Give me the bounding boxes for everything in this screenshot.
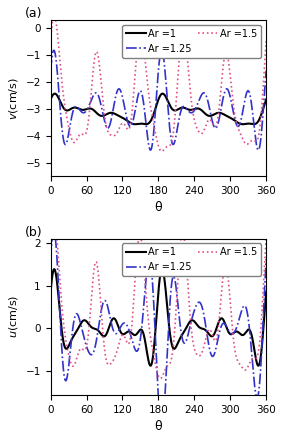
Y-axis label: $v$(cm/s): $v$(cm/s): [7, 77, 20, 120]
Ar =1: [160, 267, 164, 272]
Ar =1.25: [258, 141, 262, 147]
Ar =1: [148, 120, 151, 125]
Ar =1.25: [60, 344, 63, 349]
Ar =1: [60, 102, 63, 107]
Line: Ar =1.25: Ar =1.25: [51, 50, 266, 150]
Ar =1.25: [49, 257, 52, 262]
Text: (b): (b): [25, 226, 42, 238]
Legend: Ar =1, Ar =1.25, Ar =1.5: Ar =1, Ar =1.25, Ar =1.5: [122, 243, 261, 276]
Ar =1.5: [49, 38, 52, 44]
Ar =1.5: [265, 38, 268, 44]
Ar =1.25: [52, 228, 55, 234]
Ar =1: [154, 328, 157, 333]
Ar =1.5: [154, 131, 157, 136]
Ar =1: [258, 115, 262, 120]
Ar =1.5: [148, 99, 151, 105]
Ar =1: [154, 106, 157, 111]
Line: Ar =1.5: Ar =1.5: [51, 15, 266, 151]
Ar =1: [219, 316, 222, 322]
Ar =1.5: [52, 212, 55, 217]
Ar =1.25: [258, 374, 262, 379]
Ar =1.25: [60, 123, 63, 128]
Ar =1.5: [258, 123, 262, 128]
Ar =1: [265, 289, 268, 294]
Ar =1.25: [154, 106, 157, 112]
Ar =1: [49, 97, 52, 102]
Ar =1.5: [53, 13, 56, 18]
Ar =1: [258, 115, 262, 121]
X-axis label: θ: θ: [155, 420, 162, 433]
Ar =1.5: [60, 77, 63, 83]
Ar =1.5: [148, 330, 151, 335]
Y-axis label: $u$(cm/s): $u$(cm/s): [7, 295, 20, 338]
Ar =1.25: [265, 68, 268, 73]
Ar =1.5: [258, 124, 262, 129]
Ar =1: [258, 358, 262, 363]
Ar =1: [49, 289, 52, 294]
Ar =1.25: [265, 257, 268, 262]
Text: (a): (a): [25, 7, 42, 20]
Ar =1.25: [219, 326, 222, 331]
Ar =1.25: [154, 337, 157, 343]
Ar =1.5: [219, 91, 222, 96]
Ar =1: [241, 121, 245, 127]
X-axis label: θ: θ: [155, 202, 162, 214]
Ar =1.25: [160, 423, 163, 429]
Ar =1.25: [258, 142, 262, 147]
Ar =1: [219, 110, 222, 116]
Ar =1.25: [49, 68, 52, 73]
Ar =1: [60, 326, 63, 331]
Legend: Ar =1, Ar =1.25, Ar =1.5: Ar =1, Ar =1.25, Ar =1.5: [122, 25, 261, 58]
Ar =1.25: [219, 110, 222, 115]
Line: Ar =1: Ar =1: [51, 269, 266, 366]
Ar =1.5: [159, 376, 162, 381]
Ar =1: [148, 362, 151, 367]
Ar =1.5: [160, 149, 163, 154]
Ar =1: [265, 97, 268, 102]
Ar =1.5: [258, 336, 262, 341]
Ar =1.5: [49, 235, 52, 240]
Ar =1: [257, 363, 260, 368]
Ar =1.25: [52, 48, 55, 53]
Line: Ar =1: Ar =1: [51, 94, 266, 124]
Ar =1.5: [258, 334, 262, 340]
Line: Ar =1.5: Ar =1.5: [51, 214, 266, 378]
Ar =1.25: [148, 257, 151, 263]
Ar =1.25: [148, 147, 151, 152]
Ar =1.5: [265, 235, 268, 240]
Ar =1.25: [257, 147, 260, 153]
Ar =1.5: [219, 301, 222, 306]
Ar =1: [258, 359, 262, 364]
Ar =1.25: [258, 375, 262, 381]
Ar =1: [53, 91, 57, 96]
Ar =1.5: [154, 362, 157, 367]
Ar =1.5: [60, 302, 63, 307]
Line: Ar =1.25: Ar =1.25: [51, 231, 266, 426]
